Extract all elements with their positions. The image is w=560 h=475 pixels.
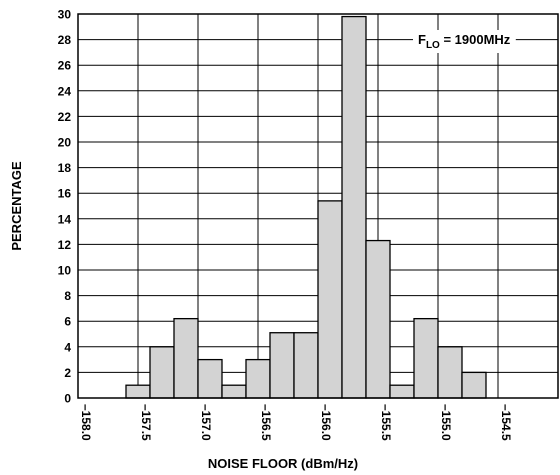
x-tick-label: –156.0	[319, 404, 333, 441]
y-tick-label: 0	[64, 392, 71, 406]
y-tick-label: 20	[58, 136, 72, 150]
histogram-bar	[197, 358, 223, 399]
y-tick-label: 6	[64, 315, 71, 329]
y-axis-label: PERCENTAGE	[9, 161, 24, 251]
histogram-bar	[413, 317, 439, 399]
y-tick-label: 12	[58, 238, 72, 252]
y-tick-label: 26	[58, 59, 72, 73]
histogram-bar	[269, 332, 295, 399]
frequency-annotation: FLO = 1900MHz	[413, 30, 516, 53]
histogram-bar	[245, 358, 271, 399]
y-tick-label: 10	[58, 264, 72, 278]
annotation-prefix: F	[418, 32, 426, 47]
x-tick-label: –154.5	[499, 404, 513, 441]
x-tick-label: –157.0	[199, 404, 213, 441]
x-tick-label: –155.5	[379, 404, 393, 441]
annotation-suffix: = 1900MHz	[440, 32, 511, 47]
x-tick-label: –158.0	[79, 404, 93, 441]
histogram-bar	[437, 346, 463, 399]
histogram-bar	[125, 384, 151, 399]
y-tick-label: 24	[58, 84, 72, 98]
x-axis-label: NOISE FLOOR (dBm/Hz)	[208, 456, 358, 471]
y-tick-label: 30	[58, 8, 72, 22]
y-tick-label: 16	[58, 187, 72, 201]
x-tick-label: –157.5	[139, 404, 153, 441]
y-tick-label: 14	[58, 212, 72, 226]
y-tick-label: 2	[64, 366, 71, 380]
histogram-bar	[293, 332, 319, 399]
y-tick-label: 18	[58, 161, 72, 175]
x-tick-label: –156.5	[259, 404, 273, 441]
histogram-bar	[221, 384, 247, 399]
y-tick-label: 4	[64, 340, 71, 354]
histogram-bar	[341, 15, 367, 399]
histogram-bar	[149, 346, 175, 399]
histogram-bar	[461, 371, 487, 399]
y-tick-label: 22	[58, 110, 72, 124]
histogram-bars	[125, 15, 487, 399]
x-tick-label: –155.0	[439, 404, 453, 441]
histogram-bar	[173, 317, 199, 399]
histogram-bar	[389, 384, 415, 399]
annotation-background	[413, 30, 516, 53]
histogram-bar	[317, 200, 343, 399]
y-tick-label: 28	[58, 33, 72, 47]
histogram-bar	[365, 239, 391, 399]
annotation-subscript: LO	[426, 40, 440, 51]
plot-frame	[77, 13, 559, 399]
y-tick-label: 8	[64, 289, 71, 303]
annotation-text: FLO = 1900MHz	[418, 32, 511, 51]
